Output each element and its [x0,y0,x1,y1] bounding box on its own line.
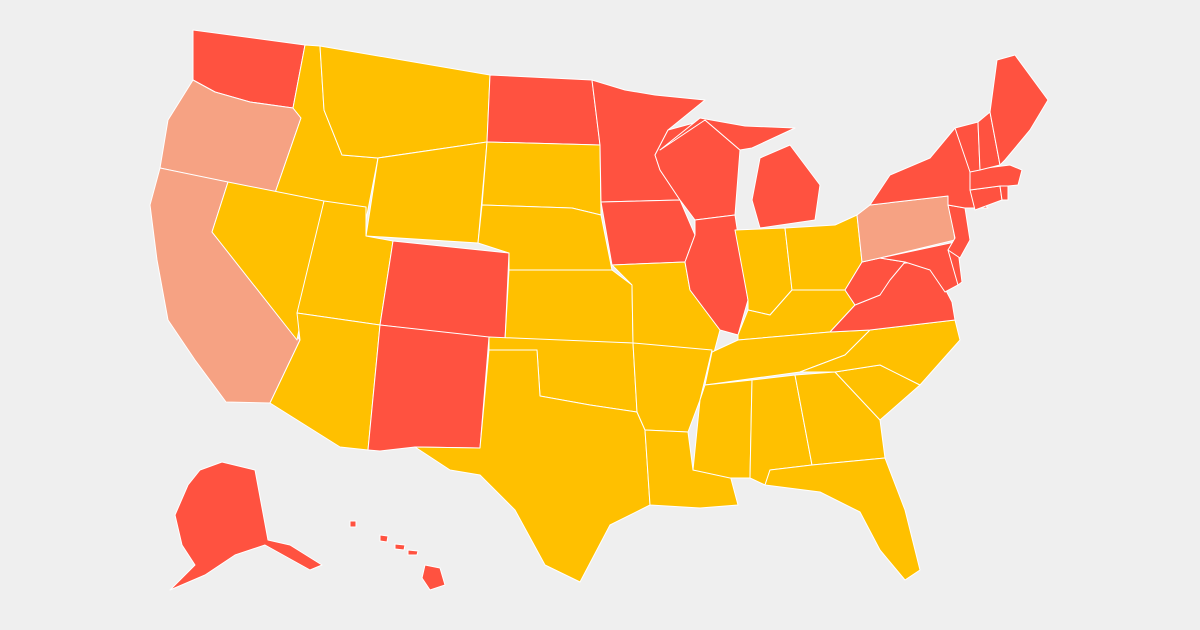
state-ME[interactable] [989,54,1049,166]
state-NV[interactable] [211,181,325,341]
state-MI[interactable] [659,117,821,229]
state-FL[interactable] [764,457,921,581]
state-NM[interactable] [367,324,490,452]
state-LA[interactable] [644,429,739,509]
state-IA[interactable] [600,199,696,266]
state-MS[interactable] [692,379,753,479]
state-SD[interactable] [481,141,602,216]
state-OH[interactable] [784,214,863,291]
state-HI[interactable] [349,520,446,591]
state-MT[interactable] [319,45,491,159]
state-TX[interactable] [414,349,651,583]
state-KS[interactable] [504,269,634,344]
state-ND[interactable] [486,74,601,146]
state-RI[interactable] [999,185,1009,201]
state-WY[interactable] [365,141,488,244]
state-CO[interactable] [379,240,510,341]
state-AK[interactable] [169,461,323,591]
state-MA[interactable] [969,164,1023,191]
